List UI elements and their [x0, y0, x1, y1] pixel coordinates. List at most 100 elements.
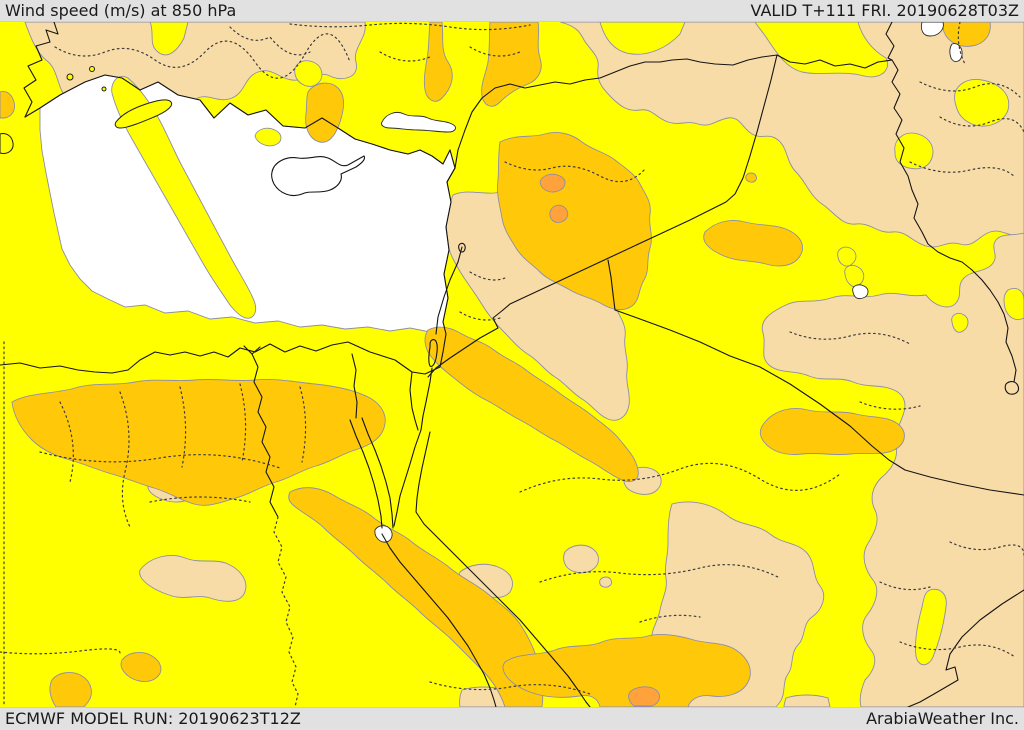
river-nile-north	[251, 353, 279, 518]
dotted-egypt-3	[179, 386, 187, 468]
lake-iraq-marsh	[852, 284, 869, 300]
dotted-egypt-5	[299, 386, 307, 463]
yellow-patch-ne-of-cyprus	[254, 127, 282, 147]
dotted-egypt-2	[119, 391, 131, 528]
dotted-saudi-2	[539, 564, 781, 583]
tan-region-south-egypt	[139, 555, 247, 602]
gulf-suez-west-shore	[349, 419, 383, 529]
gold-iraq-small	[745, 172, 757, 183]
border-egypt-sudan-dotted	[0, 648, 121, 655]
gold-nw-saudi-band	[424, 326, 639, 482]
dotted-egypt-6	[39, 451, 281, 469]
dotted-egypt-7	[149, 496, 251, 503]
suez-canal	[351, 353, 358, 419]
border-israel-jordan-south	[420, 367, 433, 431]
gold-bottom-left-2	[120, 652, 162, 682]
lakes-sw-turkey	[381, 111, 456, 133]
river-nile-delta-fork	[243, 345, 261, 355]
border-syria-iraq	[719, 54, 778, 206]
model-run-label: ECMWF MODEL RUN: 20190623T12Z	[5, 708, 301, 728]
dead-sea-outline	[428, 339, 438, 367]
tan-sliver-bottom	[783, 694, 831, 707]
dotted-egypt-1	[59, 401, 74, 483]
dotted-iraq-1	[789, 331, 911, 345]
yellow-blob-iran-1	[954, 79, 1010, 127]
red-sea-east-shore	[415, 431, 591, 707]
dotted-iran-1	[919, 81, 1021, 98]
orange-spot-bottom	[628, 686, 660, 707]
admin-dotted-layer	[0, 22, 1024, 707]
yellow-blob-right-edge	[1003, 288, 1024, 320]
dotted-east-saudi-3	[899, 641, 1016, 658]
border-jordan-iraq	[502, 204, 721, 311]
red-sea-west-shore	[381, 533, 497, 707]
dotted-turkey-4	[469, 46, 521, 57]
sea-of-galilee	[458, 242, 466, 253]
island-aegean-2	[89, 66, 95, 72]
island-aegean-3	[101, 86, 107, 92]
coast-aegean	[23, 22, 59, 118]
coast-persian-gulf	[907, 589, 1024, 707]
dotted-jordan-1	[469, 271, 506, 281]
gold-bottom-center	[502, 633, 751, 707]
island-aegean-1	[66, 73, 74, 81]
gold-north-syria	[497, 131, 652, 311]
gold-turkey-tongue-2	[481, 22, 542, 107]
dotted-iran-3	[909, 161, 1016, 178]
dotted-east-saudi-2	[879, 581, 931, 591]
tan-region-south-iraq-east-saudi	[761, 232, 1024, 707]
yellow-marsh-2	[844, 264, 865, 287]
gold-red-sea-band	[288, 487, 544, 707]
dotted-iran-4	[957, 22, 966, 65]
border-turkey-syria-iraq	[446, 54, 893, 183]
orange-spot-syria-1	[539, 173, 566, 193]
dotted-jordan-2	[459, 311, 501, 321]
gold-iraq-desert	[703, 220, 803, 267]
dotted-top-edge	[289, 22, 531, 31]
weather-map	[0, 22, 1024, 707]
wind-fill-layer	[0, 22, 1024, 707]
dotted-saudi-3	[639, 614, 701, 623]
map-title: Wind speed (m/s) at 850 hPa	[5, 0, 237, 20]
border-iran	[885, 22, 1017, 383]
coast-turkey-south	[24, 74, 456, 183]
lake-van	[920, 22, 944, 37]
yellow-tongue-1	[149, 22, 189, 56]
tan-islet-saudi-2	[563, 544, 599, 574]
yellow-hole-east-saudi	[915, 588, 947, 666]
orange-spot-syria-2	[549, 204, 569, 223]
gold-central-turkey	[305, 82, 344, 143]
dotted-egypt-4	[239, 383, 247, 463]
island-cyprus-outline	[271, 155, 366, 197]
yellow-wedge-over-sea	[111, 75, 257, 319]
gold-left-edge	[0, 91, 15, 119]
kuwait-outline	[1004, 381, 1020, 395]
dotted-east-saudi-1	[949, 541, 1024, 558]
dotted-syria	[504, 161, 646, 183]
footer-bar: ECMWF MODEL RUN: 20190623T12Z ArabiaWeat…	[0, 707, 1024, 729]
header-bar: Wind speed (m/s) at 850 hPa VALID T+111 …	[0, 0, 1024, 22]
yellow-blob-turkey	[294, 60, 323, 87]
coastline-border-layer	[0, 22, 1024, 707]
dotted-turkey-3	[379, 51, 431, 62]
yellow-blob-iraq-south	[951, 312, 969, 333]
gulf-aqaba-west-shore	[393, 429, 422, 527]
tan-region-east-anatolia-iran	[559, 22, 1024, 248]
gold-turkey-tongue-1	[423, 22, 453, 102]
yellow-blob-iran-2	[894, 132, 934, 170]
coast-levant-egypt	[0, 181, 452, 375]
dotted-iran-2	[939, 116, 1024, 133]
island-crete-tip	[0, 133, 14, 154]
island-rhodes	[114, 99, 173, 129]
border-iraq-saudi-west	[607, 259, 616, 311]
attribution-label: ArabiaWeather Inc.	[866, 708, 1019, 728]
jordan-river	[435, 246, 463, 335]
dotted-bottom-center	[429, 681, 591, 695]
tan-islet-saudi-3	[599, 576, 612, 588]
gold-bottom-left-1	[49, 672, 92, 707]
dotted-turkey-2	[229, 26, 311, 56]
border-egypt-israel	[409, 371, 419, 431]
river-nile-south-dotted	[273, 516, 299, 707]
yellow-marsh-1	[837, 246, 857, 267]
dotted-iraq-2	[859, 401, 921, 410]
